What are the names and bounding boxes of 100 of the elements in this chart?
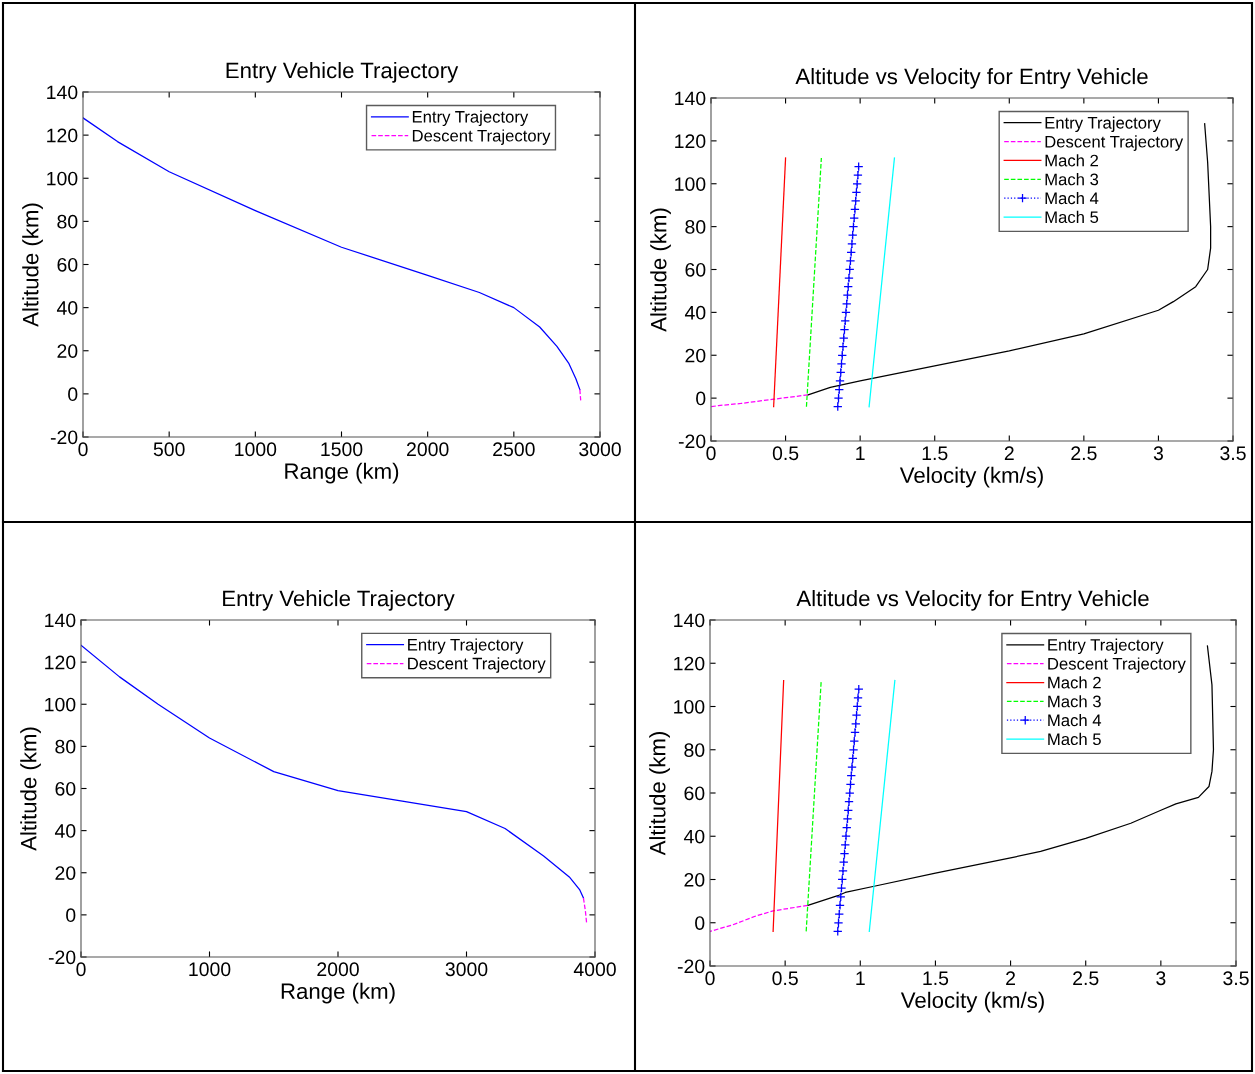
point xyxy=(844,788,855,798)
x-tick-label: 3000 xyxy=(445,962,488,977)
y-tick-label: 20 xyxy=(684,872,705,887)
legend-label: Mach 2 xyxy=(1048,676,1101,689)
point xyxy=(844,273,854,283)
x-tick-label: 1000 xyxy=(235,442,277,457)
point xyxy=(849,213,859,223)
y-tick-label: 0 xyxy=(66,908,76,923)
point xyxy=(844,796,854,807)
point xyxy=(847,762,857,772)
y-axis-title: Altitude (km) xyxy=(650,208,671,332)
x-tick-label: 1.5 xyxy=(922,446,948,461)
legend-label: Entry Trajectory xyxy=(1048,638,1164,655)
y-tick-label: 100 xyxy=(675,177,706,191)
x-tick-label: 2000 xyxy=(407,442,449,457)
y-tick-label: -20 xyxy=(48,950,76,965)
x-tick-label: 2000 xyxy=(317,962,359,977)
y-tick-label: 40 xyxy=(54,824,76,838)
y-tick-label: 60 xyxy=(57,257,78,272)
x-tick-label: 1 xyxy=(856,446,865,460)
y-tick-label: 140 xyxy=(45,613,76,628)
x-axis-title: Velocity (km/s) xyxy=(899,466,1043,488)
y-tick-label: 120 xyxy=(45,655,76,670)
point xyxy=(840,316,851,326)
x-tick-label: 2.5 xyxy=(1071,446,1097,461)
y-tick-label: 60 xyxy=(685,262,706,277)
x-tick-label: 500 xyxy=(153,442,185,457)
y-tick-label: 120 xyxy=(675,134,706,149)
y-tick-label: -20 xyxy=(678,434,706,449)
y-tick-label: 80 xyxy=(57,214,78,229)
y-tick-label: -20 xyxy=(50,430,78,445)
x-tick-label: 3.5 xyxy=(1220,446,1246,461)
y-tick-label: 40 xyxy=(684,305,706,320)
line-series xyxy=(711,394,809,408)
y-tick-label: -20 xyxy=(677,959,705,974)
x-tick-label: 1000 xyxy=(189,962,231,977)
y-tick-label: 140 xyxy=(47,85,78,100)
x-tick-label: 2.5 xyxy=(1073,971,1099,986)
point xyxy=(840,840,851,850)
point xyxy=(838,341,848,352)
point xyxy=(850,204,860,215)
x-tick-label: 3 xyxy=(1156,971,1166,986)
x-tick-label: 1.5 xyxy=(923,971,949,986)
legend-label: Entry Trajectory xyxy=(408,638,524,654)
x-tick-label: 3 xyxy=(1153,446,1163,461)
y-axis-title: Altitude (km) xyxy=(20,727,41,851)
legend-label: Mach 2 xyxy=(1045,154,1099,167)
y-tick-label: 120 xyxy=(674,656,705,671)
y-tick-label: 0 xyxy=(696,391,706,406)
y-tick-label: 60 xyxy=(55,781,76,796)
x-tick-label: 0 xyxy=(78,442,88,457)
y-tick-label: 40 xyxy=(56,301,78,315)
x-tick-label: 0 xyxy=(706,446,716,461)
point xyxy=(850,196,861,206)
y-axis-title: Altitude (km) xyxy=(22,203,43,327)
point xyxy=(842,814,853,824)
point xyxy=(845,256,856,266)
y-tick-label: 40 xyxy=(683,829,705,844)
x-tick-label: 2500 xyxy=(493,442,535,457)
x-tick-label: 2 xyxy=(1006,971,1015,985)
y-tick-label: 0 xyxy=(695,916,705,930)
legend-label: Entry Trajectory xyxy=(412,110,529,127)
x-axis-title: Velocity (km/s) xyxy=(900,991,1044,1013)
legend-label: Descent Trajectory xyxy=(408,657,546,673)
legend-label: Mach 5 xyxy=(1048,732,1101,746)
point xyxy=(849,736,860,746)
y-tick-label: 80 xyxy=(684,743,705,757)
legend-label: Mach 5 xyxy=(1045,210,1099,224)
point xyxy=(833,393,844,403)
y-tick-label: 20 xyxy=(685,348,706,363)
legend-label: Mach 4 xyxy=(1048,714,1102,727)
x-tick-label: 2 xyxy=(1004,446,1014,460)
legend-label: Descent Trajectory xyxy=(412,129,551,145)
y-tick-label: 120 xyxy=(47,128,78,143)
legend-label: Mach 3 xyxy=(1048,695,1101,708)
y-tick-label: 100 xyxy=(47,171,78,186)
y-tick-label: 80 xyxy=(55,739,76,754)
x-tick-label: 1 xyxy=(856,971,865,985)
point xyxy=(850,727,860,738)
legend-label: Mach 4 xyxy=(1045,191,1099,205)
chart-title: Entry Vehicle Trajectory xyxy=(223,590,455,611)
x-axis-title: Range (km) xyxy=(285,462,399,484)
y-tick-label: 140 xyxy=(675,91,706,106)
legend-label: Descent Trajectory xyxy=(1045,135,1184,151)
y-tick-label: 0 xyxy=(68,387,78,402)
x-tick-label: 3000 xyxy=(579,442,621,457)
y-tick-label: 100 xyxy=(45,697,76,712)
x-tick-label: 0.5 xyxy=(772,446,799,461)
x-tick-label: 0.5 xyxy=(772,971,798,986)
point xyxy=(847,238,857,249)
chart-title: Altitude vs Velocity for Entry Vehicle xyxy=(795,68,1148,89)
chart-title: Altitude vs Velocity for Entry Vehicle xyxy=(796,590,1149,611)
point xyxy=(841,831,851,842)
x-tick-label: 4000 xyxy=(573,962,616,977)
y-tick-label: 100 xyxy=(674,699,705,714)
point xyxy=(841,307,851,318)
legend-label: Descent Trajectory xyxy=(1048,657,1186,673)
y-tick-label: 20 xyxy=(57,344,78,358)
y-axis-title: Altitude (km) xyxy=(649,732,670,856)
point xyxy=(853,170,863,180)
